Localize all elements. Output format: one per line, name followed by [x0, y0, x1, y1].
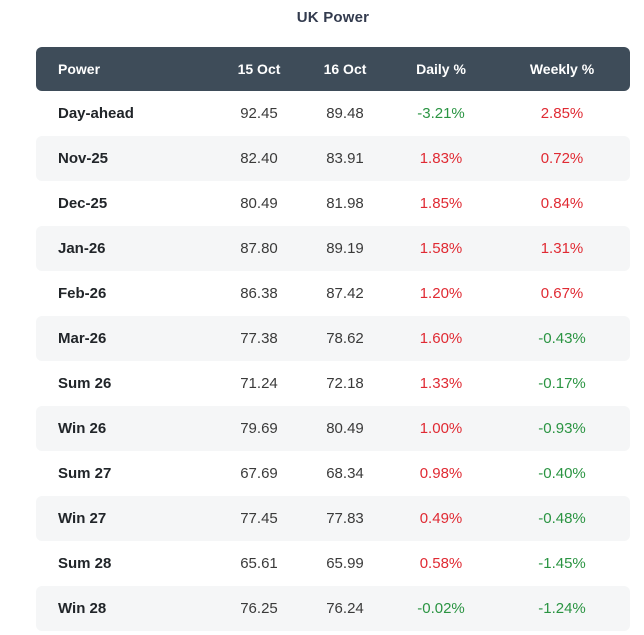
- price-16-oct: 83.91: [326, 150, 364, 167]
- daily-pct-value: 1.00%: [419, 420, 463, 437]
- uk-power-table: Power 15 Oct 16 Oct Daily % Weekly % Day…: [36, 47, 630, 631]
- weekly-pct-value: 0.67%: [540, 285, 584, 302]
- weekly-pct-value: -0.48%: [538, 510, 586, 527]
- column-header-weekly-pct: Weekly %: [529, 61, 595, 77]
- weekly-pct-value: -0.93%: [538, 420, 586, 437]
- contract-label: Jan-26: [58, 240, 106, 257]
- price-15-oct: 77.38: [240, 330, 278, 347]
- price-16-oct: 87.42: [326, 285, 364, 302]
- weekly-pct-value: 0.84%: [540, 195, 584, 212]
- daily-pct-value: 0.49%: [419, 510, 463, 527]
- price-15-oct: 87.80: [240, 240, 278, 257]
- daily-pct-value: 0.98%: [419, 465, 463, 482]
- weekly-pct-value: 2.85%: [540, 105, 584, 122]
- daily-pct-value: 1.33%: [419, 375, 463, 392]
- weekly-pct-value: 1.31%: [540, 240, 584, 257]
- table-row: Dec-25 80.49 81.98 1.85% 0.84%: [36, 181, 630, 226]
- contract-label: Sum 28: [58, 555, 112, 572]
- table-row: Nov-25 82.40 83.91 1.83% 0.72%: [36, 136, 630, 181]
- contract-label: Win 26: [58, 420, 107, 437]
- price-16-oct: 89.48: [326, 105, 364, 122]
- daily-pct-value: 0.58%: [419, 555, 463, 572]
- contract-label: Day-ahead: [58, 105, 134, 122]
- price-15-oct: 92.45: [240, 105, 278, 122]
- price-15-oct: 79.69: [240, 420, 278, 437]
- weekly-pct-value: -0.17%: [538, 375, 586, 392]
- table-row: Feb-26 86.38 87.42 1.20% 0.67%: [36, 271, 630, 316]
- weekly-pct-value: -0.40%: [538, 465, 586, 482]
- price-15-oct: 65.61: [240, 555, 278, 572]
- daily-pct-value: 1.83%: [419, 150, 463, 167]
- price-16-oct: 65.99: [326, 555, 364, 572]
- price-16-oct: 89.19: [326, 240, 364, 257]
- contract-label: Mar-26: [58, 330, 107, 347]
- daily-pct-value: 1.60%: [419, 330, 463, 347]
- column-header-power: Power: [58, 61, 101, 77]
- page-title: UK Power: [296, 9, 370, 26]
- contract-label: Dec-25: [58, 195, 108, 212]
- table-row: Jan-26 87.80 89.19 1.58% 1.31%: [36, 226, 630, 271]
- price-16-oct: 72.18: [326, 375, 364, 392]
- price-16-oct: 76.24: [326, 600, 364, 617]
- price-15-oct: 86.38: [240, 285, 278, 302]
- daily-pct-value: -0.02%: [417, 600, 465, 617]
- table-row: Win 27 77.45 77.83 0.49% -0.48%: [36, 496, 630, 541]
- daily-pct-value: 1.85%: [419, 195, 463, 212]
- price-15-oct: 77.45: [240, 510, 278, 527]
- weekly-pct-value: 0.72%: [540, 150, 584, 167]
- weekly-pct-value: -0.43%: [538, 330, 586, 347]
- daily-pct-value: -3.21%: [417, 105, 465, 122]
- price-16-oct: 80.49: [326, 420, 364, 437]
- price-15-oct: 71.24: [240, 375, 278, 392]
- contract-label: Feb-26: [58, 285, 107, 302]
- column-header-16-oct: 16 Oct: [323, 61, 367, 77]
- daily-pct-value: 1.20%: [419, 285, 463, 302]
- table-row: Sum 28 65.61 65.99 0.58% -1.45%: [36, 541, 630, 586]
- table-header-row: Power 15 Oct 16 Oct Daily % Weekly %: [36, 47, 630, 91]
- table-row: Win 26 79.69 80.49 1.00% -0.93%: [36, 406, 630, 451]
- price-16-oct: 68.34: [326, 465, 364, 482]
- column-header-daily-pct: Daily %: [416, 61, 466, 77]
- table-row: Day-ahead 92.45 89.48 -3.21% 2.85%: [36, 91, 630, 136]
- contract-label: Win 27: [58, 510, 107, 527]
- weekly-pct-value: -1.24%: [538, 600, 586, 617]
- price-15-oct: 80.49: [240, 195, 278, 212]
- price-15-oct: 76.25: [240, 600, 278, 617]
- daily-pct-value: 1.58%: [419, 240, 463, 257]
- weekly-pct-value: -1.45%: [538, 555, 586, 572]
- table-body: Day-ahead 92.45 89.48 -3.21% 2.85% Nov-25 82.4…: [36, 91, 630, 631]
- table-row: Sum 27 67.69 68.34 0.98% -0.40%: [36, 451, 630, 496]
- table-row: Sum 26 71.24 72.18 1.33% -0.17%: [36, 361, 630, 406]
- contract-label: Win 28: [58, 600, 107, 617]
- price-15-oct: 82.40: [240, 150, 278, 167]
- table-row: Mar-26 77.38 78.62 1.60% -0.43%: [36, 316, 630, 361]
- price-15-oct: 67.69: [240, 465, 278, 482]
- column-header-15-oct: 15 Oct: [237, 61, 281, 77]
- contract-label: Sum 27: [58, 465, 112, 482]
- contract-label: Nov-25: [58, 150, 109, 167]
- price-16-oct: 77.83: [326, 510, 364, 527]
- contract-label: Sum 26: [58, 375, 112, 392]
- table-row: Win 28 76.25 76.24 -0.02% -1.24%: [36, 586, 630, 631]
- price-16-oct: 78.62: [326, 330, 364, 347]
- price-16-oct: 81.98: [326, 195, 364, 212]
